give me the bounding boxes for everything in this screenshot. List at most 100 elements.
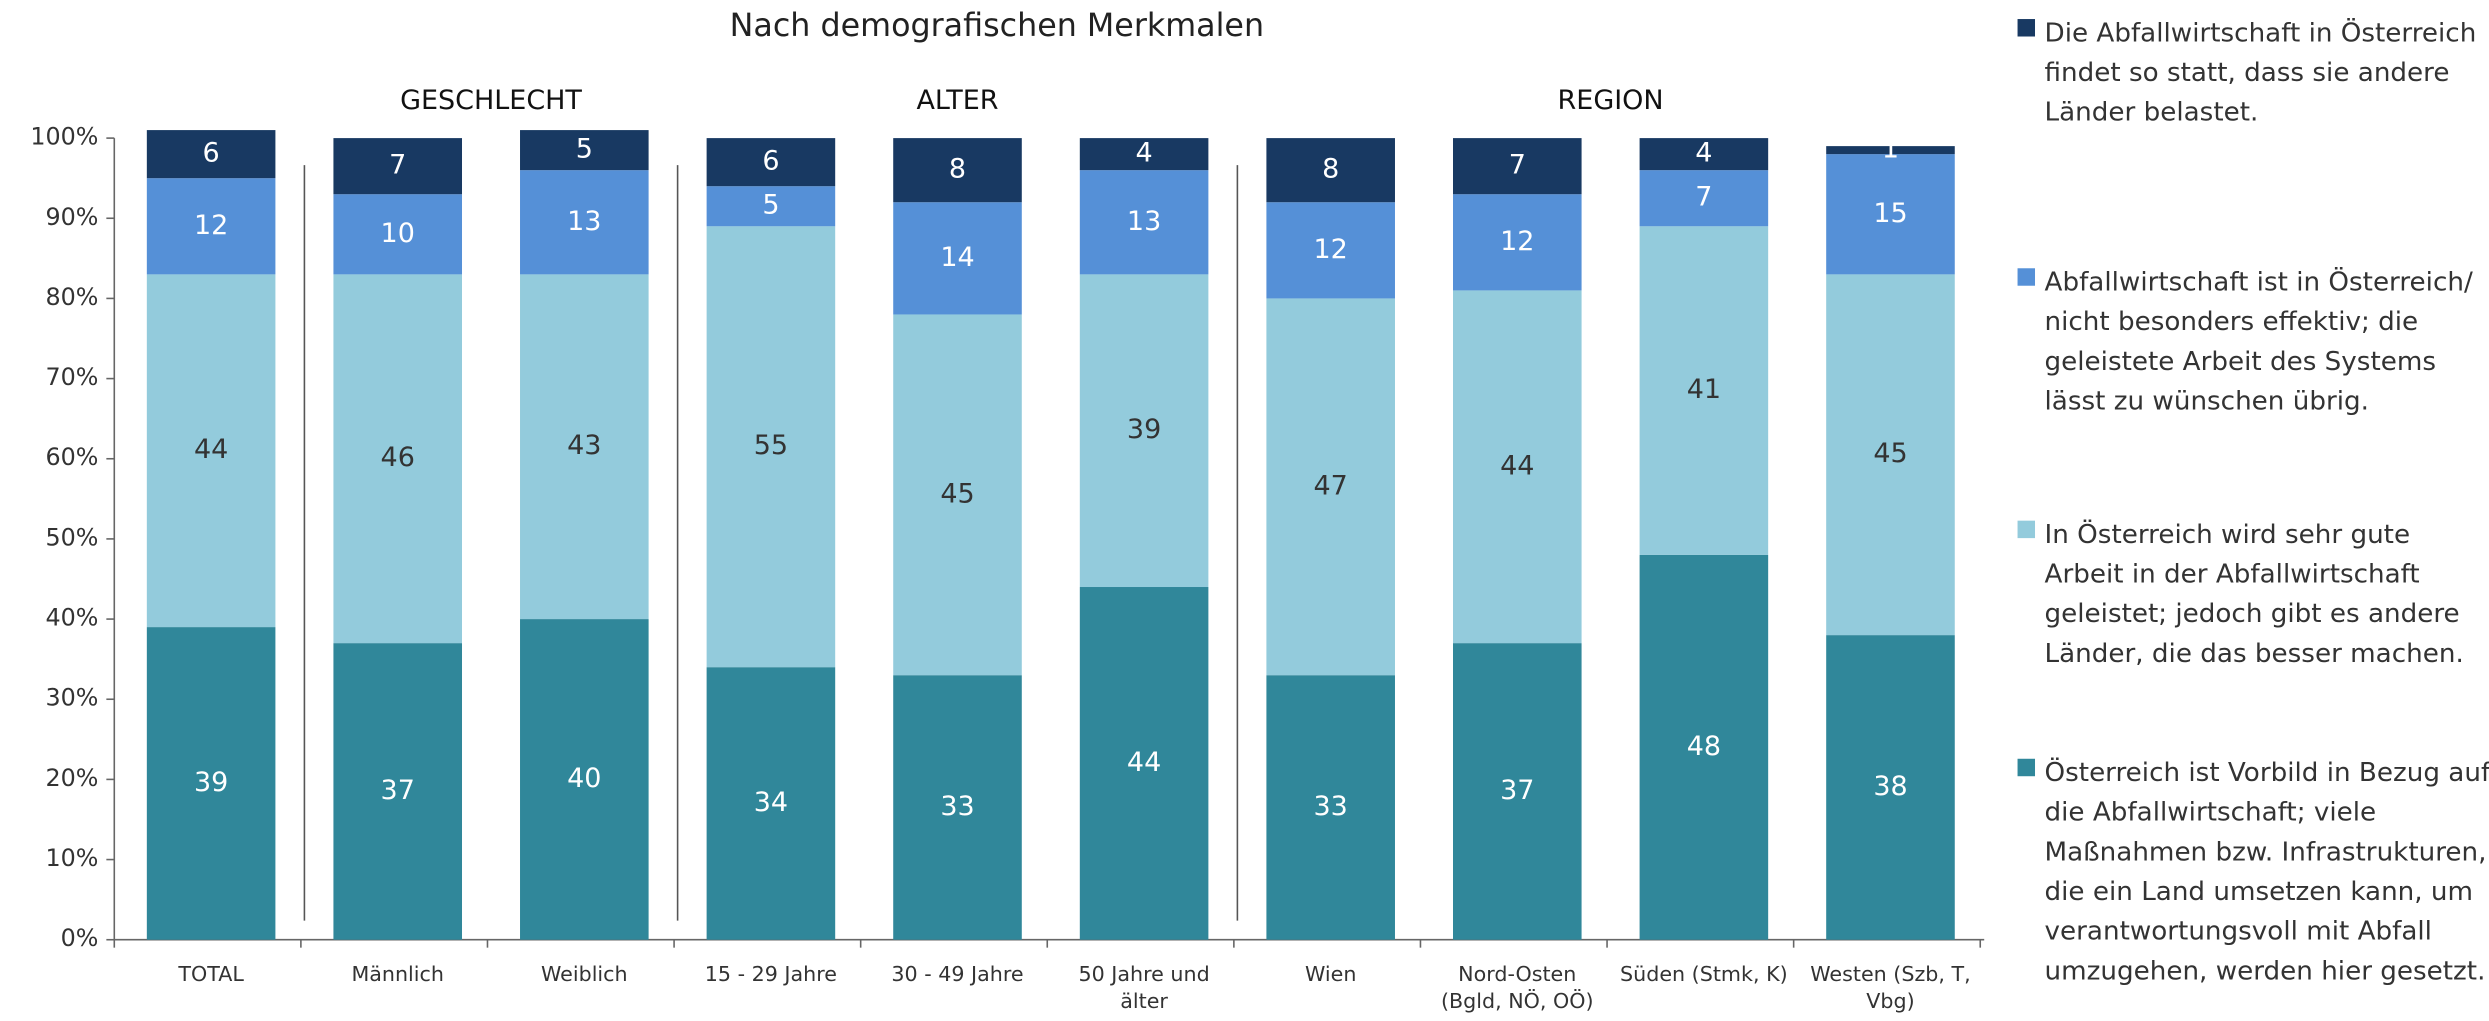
data-label: 39	[1127, 414, 1161, 445]
bar-segment	[520, 130, 649, 171]
legend-swatch	[2017, 19, 2036, 37]
bar-segment	[1452, 290, 1582, 644]
x-tick-label: Süden (Stmk, K)	[1620, 963, 1788, 988]
data-label: 13	[1127, 206, 1161, 237]
bar-segment	[333, 194, 463, 275]
legend-label: Österreich ist Vorbild in Bezug auf die …	[2044, 757, 2489, 986]
bar-segment	[1079, 587, 1209, 940]
bar-segment	[1266, 298, 1395, 676]
x-tick-label: Weiblich	[540, 963, 628, 988]
y-tick-label: 60%	[46, 443, 99, 471]
bar-segment	[1639, 138, 1769, 171]
bar-segment	[706, 138, 836, 187]
data-label: 8	[1322, 154, 1339, 185]
data-label: 33	[940, 791, 974, 822]
data-label: 40	[567, 763, 601, 794]
data-label: 1	[1882, 134, 1899, 165]
data-label: 6	[203, 138, 220, 169]
bar-segment	[893, 314, 1022, 676]
data-label: 7	[1695, 182, 1712, 213]
bar-segment	[333, 138, 463, 195]
bar-segment	[893, 675, 1022, 940]
bar-segment	[1452, 643, 1582, 940]
data-label: 12	[1314, 234, 1348, 265]
data-label: 39	[194, 767, 228, 798]
data-label: 45	[1873, 438, 1907, 469]
bar-segment	[1266, 138, 1395, 203]
bar-segment	[1639, 170, 1769, 227]
y-tick-label: 30%	[46, 684, 99, 712]
data-label: 41	[1687, 374, 1721, 405]
x-tick-label: 50 Jahre und älter	[1078, 963, 1210, 1015]
bar-segment	[1452, 194, 1582, 291]
data-label: 47	[1314, 470, 1348, 501]
legend-label: Abfallwirtschaft ist in Österreich/ nich…	[2044, 266, 2473, 416]
bar-segment	[893, 138, 1022, 203]
data-label: 4	[1136, 138, 1153, 169]
y-tick-label: 90%	[46, 203, 99, 231]
data-label: 48	[1687, 731, 1721, 762]
data-label: 44	[194, 434, 228, 465]
y-tick-label: 70%	[46, 363, 99, 391]
x-tick-label: Männlich	[351, 963, 444, 988]
data-label: 44	[1127, 747, 1161, 778]
data-label: 37	[1500, 775, 1534, 806]
bar-segment	[1266, 202, 1395, 299]
bar-segment	[520, 170, 649, 275]
group-header: ALTER	[916, 85, 998, 116]
data-label: 44	[1500, 450, 1534, 481]
data-label: 5	[576, 134, 593, 165]
bar-segment	[706, 186, 836, 227]
bar-segment	[1639, 226, 1769, 555]
data-label: 38	[1873, 771, 1907, 802]
legend-swatch	[2017, 520, 2036, 539]
bar-segment	[1452, 138, 1582, 195]
data-label: 4	[1695, 138, 1712, 169]
bar-segment	[1079, 170, 1209, 275]
bar-segment	[1826, 146, 1955, 155]
data-label: 6	[762, 146, 779, 177]
bar-segment	[146, 130, 276, 179]
x-tick-label: 15 - 29 Jahre	[704, 963, 837, 988]
bar-segment	[1826, 274, 1955, 636]
y-tick-label: 50%	[46, 523, 99, 551]
data-label: 7	[389, 150, 406, 181]
data-label: 43	[567, 430, 601, 461]
x-tick-label: 30 - 49 Jahre	[891, 963, 1024, 988]
bar-segment	[146, 627, 276, 940]
group-header: REGION	[1558, 85, 1664, 116]
data-label: 8	[949, 154, 966, 185]
legend-swatch	[2017, 758, 2036, 777]
data-label: 7	[1509, 150, 1526, 181]
data-label: 5	[762, 190, 779, 221]
bar-segment	[706, 667, 836, 940]
data-label: 13	[567, 206, 601, 237]
data-label: 12	[1500, 226, 1534, 257]
bar-segment	[1079, 138, 1209, 171]
bar-segment	[333, 274, 463, 644]
legend-swatch	[2017, 268, 2036, 286]
data-label: 10	[381, 218, 415, 249]
legend-label: In Österreich wird sehr gute Arbeit in d…	[2044, 519, 2464, 669]
data-label: 15	[1873, 198, 1907, 229]
bar-segment	[146, 274, 276, 628]
bar-segment	[1639, 554, 1769, 940]
bar-segment	[706, 226, 836, 668]
chart-title: Nach demografischen Merkmalen	[730, 8, 1264, 44]
data-label: 12	[194, 210, 228, 241]
x-tick-label: Nord-Osten (Bgld, NÖ, OÖ)	[1440, 963, 1594, 1015]
y-tick-label: 20%	[46, 764, 99, 792]
data-label: 45	[940, 478, 974, 509]
y-tick-label: 80%	[46, 283, 99, 311]
bar-segment	[1826, 635, 1955, 940]
bar-segment	[1079, 274, 1209, 588]
group-header: GESCHLECHT	[400, 85, 582, 116]
x-tick-label: Wien	[1304, 963, 1357, 988]
x-tick-label: Westen (Szb, T, Vbg)	[1810, 963, 1971, 1015]
bar-segment	[1266, 675, 1395, 940]
bar-segment	[333, 643, 463, 940]
data-label: 14	[940, 242, 974, 273]
